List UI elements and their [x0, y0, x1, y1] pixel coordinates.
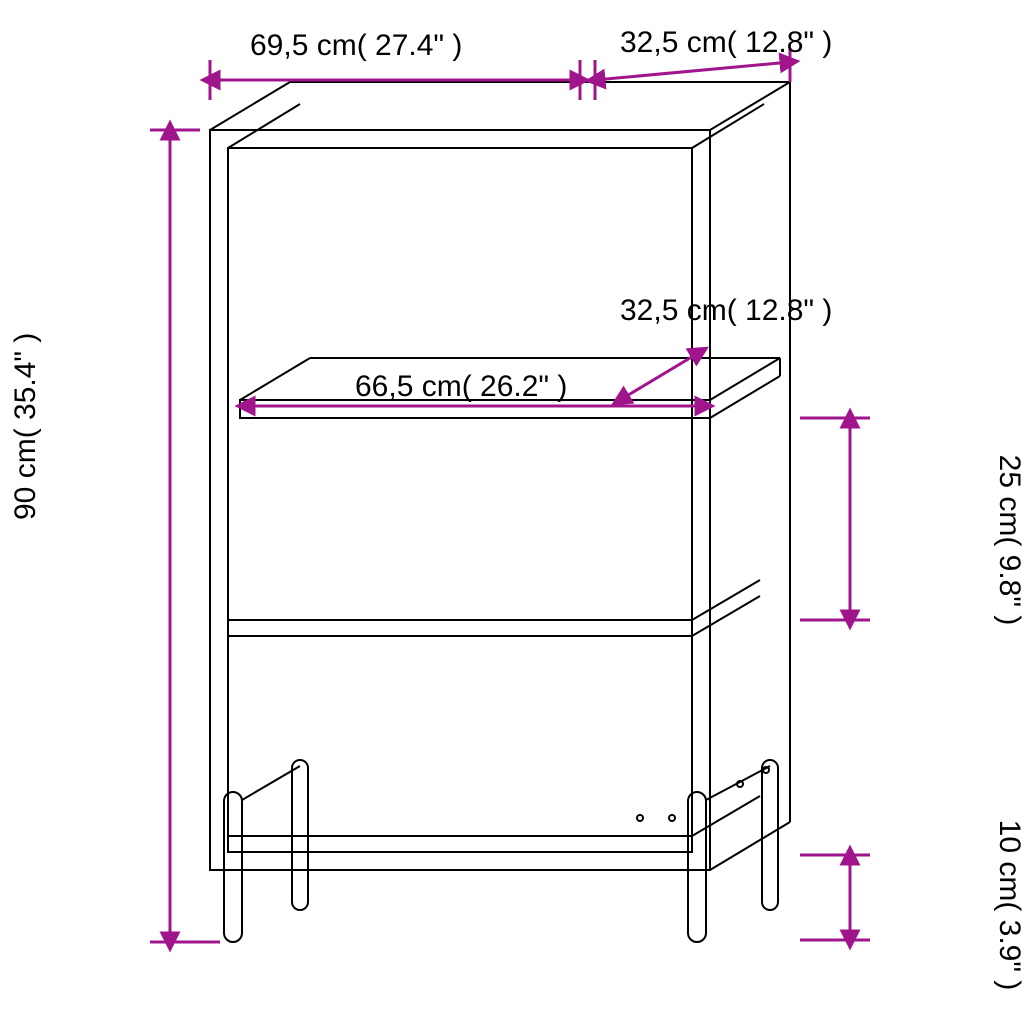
dim-width-label: 69,5 cm( 27.4" ): [250, 29, 462, 62]
dim-depth-top-label: 32,5 cm( 12.8" ): [620, 26, 832, 59]
dim-shelf-depth-label: 32,5 cm( 12.8" ): [620, 294, 832, 327]
dim-leg-height-label: 10 cm( 3.9" ): [993, 820, 1024, 991]
dim-height-label: 90 cm( 35.4" ): [9, 333, 42, 520]
dim-shelf-depth: 32,5 cm( 12.8" ): [620, 294, 832, 400]
dim-leg-height: 10 cm( 3.9" ): [800, 820, 1024, 991]
dim-depth-top: 32,5 cm( 12.8" ): [595, 26, 832, 100]
shelf-2: [228, 580, 760, 636]
dim-height: 90 cm( 35.4" ): [9, 130, 220, 942]
dim-shelf-gap-label: 25 cm( 9.8" ): [993, 455, 1024, 626]
dim-width: 69,5 cm( 27.4" ): [210, 29, 580, 100]
bookcase-outline: [210, 82, 790, 942]
dim-shelf-gap: 25 cm( 9.8" ): [800, 418, 1024, 625]
dim-shelf-width-label: 66,5 cm( 26.2" ): [355, 370, 567, 403]
dimension-diagram: 69,5 cm( 27.4" ) 32,5 cm( 12.8" ) 90 cm(…: [0, 0, 1024, 1024]
